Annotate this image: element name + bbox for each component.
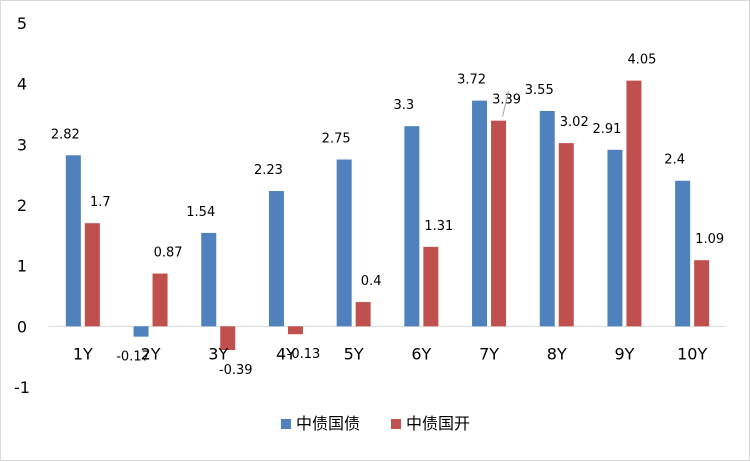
legend-label-series-2: 中债国开 (406, 414, 470, 433)
y-tick-label: 2 (17, 196, 27, 215)
x-tick-label: 7Y (479, 344, 499, 363)
y-tick-label: 1 (17, 257, 27, 276)
bar-series-1 (133, 326, 149, 337)
x-tick-label: 5Y (344, 344, 364, 363)
y-tick-label: 5 (17, 14, 27, 33)
legend-swatch-series-1 (281, 419, 291, 429)
bar-series-2 (558, 143, 574, 327)
x-axis-categories: 1Y 2Y 3Y 4Y 5Y 6Y 7Y 8Y 9Y 10Y (73, 344, 708, 363)
data-labels-group: 2.82 1.7 -0.17 0.87 1.54 -0.39 2.23 -0.13 2.75 0.… (51, 53, 724, 378)
data-label: 2.75 (322, 132, 351, 147)
data-label: 2.23 (254, 163, 283, 178)
bar-series-1 (268, 191, 284, 327)
bar-series-2 (287, 326, 303, 335)
data-label: 2.91 (592, 122, 621, 137)
bar-series-2 (423, 246, 439, 327)
data-label: 2.4 (664, 153, 685, 168)
bars-group (65, 80, 710, 350)
data-label: 2.82 (51, 127, 80, 142)
x-tick-label: 6Y (411, 344, 431, 363)
bar-series-1 (472, 100, 488, 327)
data-label: 1.31 (424, 219, 453, 234)
data-label: 3.55 (525, 83, 554, 98)
data-label: -0.39 (219, 363, 253, 378)
bar-series-2 (152, 273, 168, 327)
data-label: 1.7 (90, 195, 111, 210)
bar-series-1 (539, 110, 555, 327)
bar-series-1 (404, 126, 420, 327)
data-label: 1.54 (186, 205, 215, 220)
data-label: 4.05 (627, 53, 656, 68)
legend-label-series-1: 中债国债 (296, 414, 360, 433)
y-tick-label: 3 (17, 135, 27, 154)
x-tick-label: 1Y (73, 344, 93, 363)
bar-series-2 (694, 260, 710, 327)
y-tick-label: -1 (14, 378, 30, 397)
data-label: 3.3 (394, 98, 415, 113)
data-label: 3.02 (560, 115, 589, 130)
y-tick-label: 0 (17, 317, 27, 336)
x-tick-label: 3Y (208, 344, 228, 363)
x-tick-label: 8Y (547, 344, 567, 363)
bar-series-1 (336, 159, 352, 327)
x-tick-label: 4Y (276, 344, 296, 363)
x-tick-label: 10Y (677, 344, 707, 363)
legend: 中债国债 中债国开 (281, 414, 470, 433)
y-tick-label: 4 (17, 75, 27, 94)
bar-series-1 (65, 155, 81, 327)
x-tick-label: 9Y (614, 344, 634, 363)
bar-series-1 (607, 149, 623, 327)
bar-series-2 (355, 302, 371, 327)
data-label: 1.09 (695, 232, 724, 247)
data-label: 0.4 (361, 274, 382, 289)
bar-series-1 (201, 232, 217, 327)
data-label: -0.13 (287, 347, 321, 362)
y-axis-ticks: -1 0 1 2 3 4 5 (14, 14, 30, 397)
bar-series-2 (84, 223, 100, 327)
bar-series-2 (220, 326, 236, 350)
bar-series-1 (675, 180, 691, 327)
data-label: 0.87 (154, 246, 183, 261)
bar-series-2 (626, 80, 642, 327)
bar-series-2 (491, 120, 507, 327)
x-tick-label: 2Y (141, 344, 161, 363)
legend-swatch-series-2 (391, 419, 401, 429)
data-label: -0.17 (116, 350, 150, 365)
data-label-leader-line (502, 90, 510, 117)
data-label: 3.72 (457, 73, 486, 88)
